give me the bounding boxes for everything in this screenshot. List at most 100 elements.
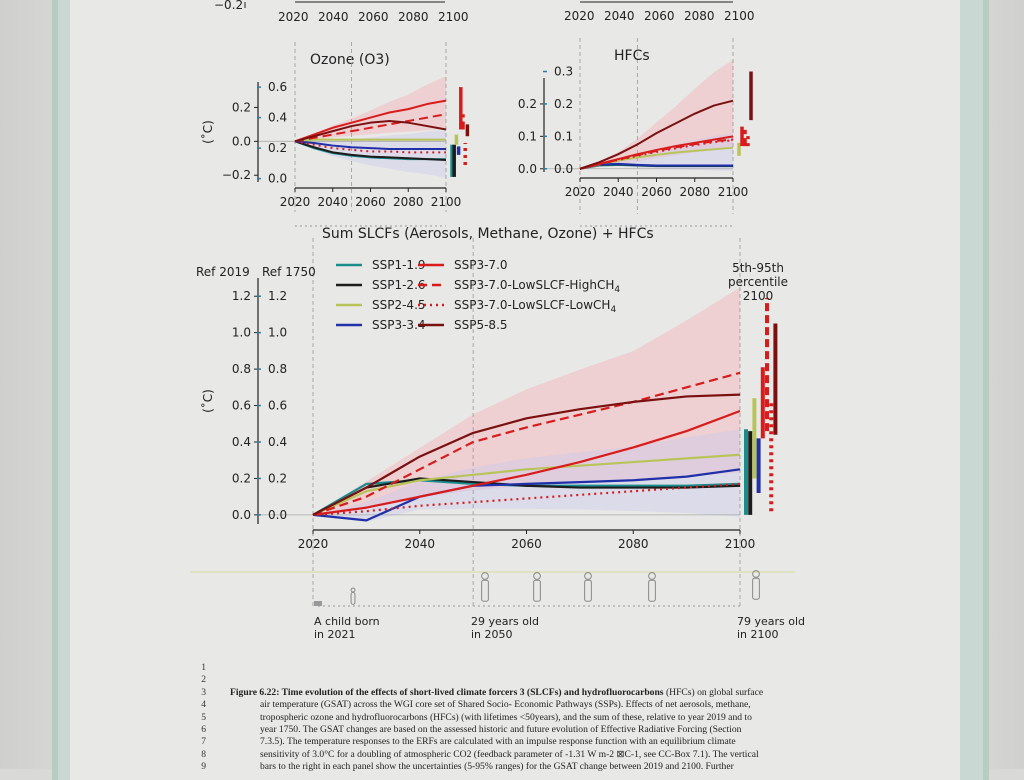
caption-line: 7.3.5). The temperature responses to the… <box>260 736 736 748</box>
xtick-label: 2020 <box>280 195 311 209</box>
ytick-label-ref2019: 0.8 <box>232 362 251 376</box>
xtick-label: 2040 <box>603 185 634 199</box>
series-line-ssp3-7.0 <box>312 409 741 516</box>
percentile-label: 5th-95th <box>732 261 784 275</box>
partial-xtick-label: 2040 <box>318 10 349 24</box>
panel-title-hfcs: HFCs <box>614 48 650 64</box>
timeline-sub: in 2100 <box>737 628 779 641</box>
person-icon <box>533 572 541 602</box>
xtick-label: 2080 <box>618 537 649 551</box>
line-number: 1 <box>201 662 206 673</box>
series-line-ssp1-2.6 <box>312 477 741 516</box>
figure-caption: Figure 6.22: Time evolution of the effec… <box>230 687 830 774</box>
ytick-label-ref1750: 0.2 <box>268 141 287 155</box>
series-line-ssp3-7.0-lowslcf-lowch4 <box>294 140 446 154</box>
panel-title-sum: Sum SLCFs (Aerosols, Methane, Ozone) + H… <box>322 226 654 242</box>
ytick-label-ref1750: 0.1 <box>554 129 573 143</box>
partial-xtick-label: 2080 <box>398 10 429 24</box>
legend-label: SSP3-7.0-LowSLCF-HighCH4 <box>454 278 620 295</box>
xtick-label: 2100 <box>718 185 749 199</box>
partial-xtick-label: 2080 <box>684 9 715 23</box>
xtick-label: 2080 <box>679 185 710 199</box>
series-line-ssp5-8.5 <box>294 119 447 143</box>
ytick-label-ref2019: 0.2 <box>518 97 537 111</box>
xtick-label: 2100 <box>725 537 756 551</box>
y-axis-label: (˚C) <box>200 120 215 144</box>
ytick-label-ref2019: 0.1 <box>518 129 537 143</box>
partial-xtick-label: 2060 <box>644 9 675 23</box>
series-line-ssp3-3.4 <box>294 140 446 150</box>
line-number: 4 <box>201 699 206 711</box>
ytick-label-ref1750: 1.2 <box>268 289 287 303</box>
body <box>584 579 592 602</box>
line-number: 3 <box>201 686 206 698</box>
line-number: 7 <box>201 736 206 748</box>
printed-page <box>70 0 960 780</box>
line-number: 8 <box>201 748 206 760</box>
caption-line: year 1750. The GSAT changes are based on… <box>260 724 742 736</box>
head <box>584 572 592 580</box>
ytick-label-ref2019: 1.2 <box>232 289 251 303</box>
ytick-label-ref1750: 0.0 <box>268 172 287 186</box>
ytick-label-ref2019: 0.2 <box>232 100 251 114</box>
caption-lead-bold: Figure 6.22: Time evolution of the effec… <box>230 686 664 698</box>
series-line-ssp5-8.5 <box>312 393 741 516</box>
line-number: 9 <box>201 761 206 773</box>
head <box>481 572 489 580</box>
xtick-label: 2100 <box>431 195 462 209</box>
xtick-label: 2040 <box>404 537 435 551</box>
series-line-ssp1-2.6 <box>294 140 447 161</box>
line-number: 6 <box>201 724 206 736</box>
head <box>752 570 760 578</box>
body <box>648 579 656 602</box>
ytick-label-ref2019: −0.2 <box>222 168 251 182</box>
caption-line: sensitivity of 3.0°C for a doubling of a… <box>260 748 759 760</box>
head <box>350 587 356 593</box>
ytick-label-ref1750: 0.6 <box>268 399 287 413</box>
person-icon <box>648 572 656 602</box>
caption-line: tropospheric ozone and hydrofluorocarbon… <box>260 711 752 723</box>
legend-label: SSP3-7.0-LowSLCF-LowCH4 <box>454 298 616 315</box>
ytick-label-ref2019: 0.0 <box>232 508 251 522</box>
series-line-ssp3-3.4 <box>312 468 741 522</box>
partial-xtick-label: 2060 <box>358 10 389 24</box>
uncertainty-band-blue <box>295 130 446 178</box>
caption-line: bars to the right in each panel show the… <box>260 761 734 773</box>
ytick-label-ref1750: 0.0 <box>268 508 287 522</box>
timeline-title: 29 years old <box>471 615 539 628</box>
ytick-label-ref2019: 0.0 <box>518 162 537 176</box>
series-line-ssp3-7.0-lowslcf-highch4 <box>294 113 447 143</box>
xtick-label: 2060 <box>355 195 386 209</box>
y-axis-label: (˚C) <box>200 389 215 413</box>
ytick-label-ref1750: 0.2 <box>554 97 573 111</box>
ytick-label-ref1750: 0.4 <box>268 435 287 449</box>
panel-sum-slcfs: 0.0 0.2 0.4 0.6 0.8 1.0 1.2 0.0 0.2 0.4 0.6 0.8 1.0 1… <box>200 238 778 609</box>
ytick-label-ref2019: 1.0 <box>232 326 251 340</box>
ytick-label-ref2019: 0.0 <box>232 134 251 148</box>
line-number: 5 <box>201 711 206 723</box>
uncertainty-band-red <box>313 287 740 515</box>
xtick-label: 2080 <box>393 195 424 209</box>
series-line-ssp3-7.0-lowslcf-highch4 <box>312 371 741 516</box>
uncertainty-band-red <box>580 59 733 169</box>
legend-label: SSP1-1.9 <box>372 258 426 272</box>
percentile-label: percentile <box>728 275 788 289</box>
subscript: 4 <box>610 305 616 315</box>
line-number: 2 <box>201 674 206 686</box>
ytick-label-ref1750: 0.6 <box>268 80 287 94</box>
ytick-label-ref1750: 1.0 <box>268 326 287 340</box>
percentile-label: 2100 <box>743 289 774 303</box>
head <box>533 572 541 580</box>
series-line-ssp2-4.5 <box>294 138 446 143</box>
ref-1750-label: Ref 1750 <box>262 265 316 279</box>
ytick-label-ref2019: 0.2 <box>232 471 251 485</box>
partial-xtick-label: 2100 <box>724 9 755 23</box>
subscript: 4 <box>614 285 620 295</box>
xtick-label: 2040 <box>317 195 348 209</box>
person-icon <box>481 572 489 602</box>
xtick-label: 2020 <box>565 185 596 199</box>
panel-hfcs: 0.0 0.1 0.2 0.0 0.1 0.2 0.3 2020 2040 2060 2080 210… <box>518 38 753 214</box>
xtick-label: 2060 <box>511 537 542 551</box>
